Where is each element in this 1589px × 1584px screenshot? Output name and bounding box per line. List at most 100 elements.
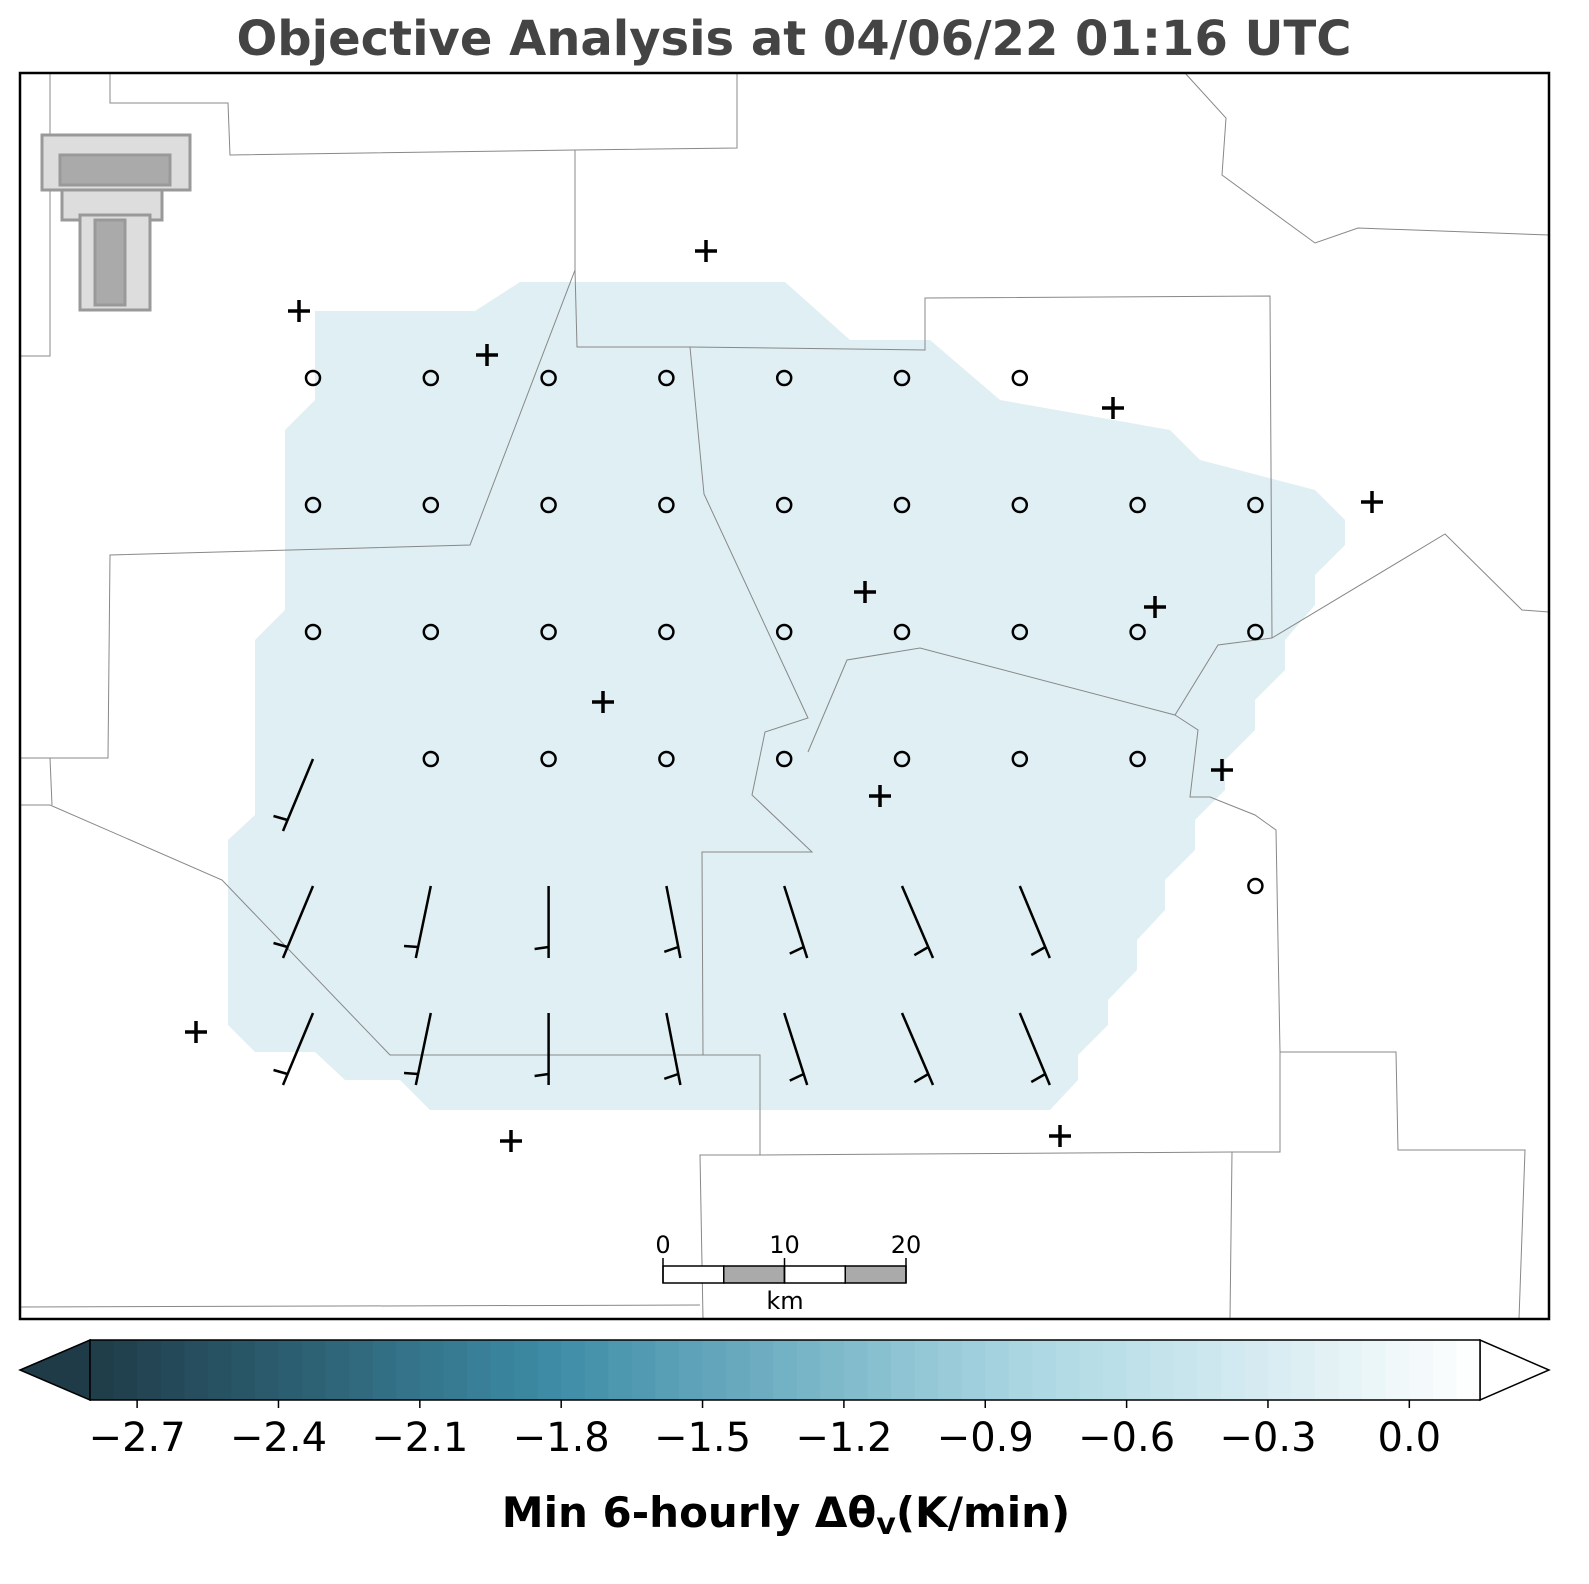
wind-barb-flag <box>1030 945 1046 957</box>
colorbar-step <box>1220 1340 1245 1400</box>
station-plus <box>1211 759 1233 781</box>
colorbar-tick-label: −0.9 <box>937 1415 1034 1461</box>
station-plus <box>476 344 498 366</box>
colorbar-step <box>678 1340 704 1400</box>
wind-barb-flag <box>403 1071 419 1076</box>
colorbar-step <box>419 1340 444 1400</box>
wind-barb-flag <box>403 944 419 949</box>
colorbar-step <box>231 1340 256 1400</box>
colorbar-step <box>1244 1340 1269 1400</box>
wind-barb-flag <box>913 945 929 957</box>
colorbar-step <box>867 1340 892 1400</box>
station-calm <box>540 623 557 641</box>
wind-barb-flag <box>534 1072 549 1078</box>
station-calm <box>893 369 911 387</box>
label-unit: (K/min) <box>896 1488 1070 1537</box>
colorbar-step <box>914 1340 939 1400</box>
station-calm <box>658 496 675 514</box>
station-calm <box>304 496 322 514</box>
station-plus <box>1049 1125 1071 1147</box>
station-calm <box>304 623 322 641</box>
colorbar-label: Min 6-hourly Δθv(K/min) <box>502 1488 1070 1542</box>
station-calm <box>658 623 675 641</box>
colorbar-step <box>137 1340 162 1400</box>
colorbar-step <box>1032 1340 1057 1400</box>
label-sub: v <box>876 1507 896 1542</box>
station-calm <box>775 369 793 387</box>
colorbar-step <box>1103 1340 1128 1400</box>
station-calm <box>1129 496 1146 514</box>
colorbar: −2.7 −2.4 −2.1 −1.8 −1.5 −1.2 −0.9 −0.6 −0.3 0.0 <box>18 1338 1551 1461</box>
station-calm <box>775 623 793 641</box>
scale-bar: km 0 10 20 <box>655 1231 921 1315</box>
colorbar-tick-label: −2.1 <box>371 1415 468 1461</box>
wind-barb <box>414 885 433 959</box>
colorbar-step <box>325 1340 350 1400</box>
station-calm <box>1011 369 1029 387</box>
station-calm <box>540 750 557 768</box>
colorbar-step <box>1079 1340 1104 1400</box>
wind-barb <box>281 1012 315 1086</box>
colorbar-step <box>749 1340 774 1400</box>
map-frame <box>18 71 1551 1321</box>
station-calm <box>1247 877 1264 895</box>
wind-barb <box>414 1012 433 1086</box>
station-calm <box>422 496 440 514</box>
colorbar-step <box>1385 1340 1410 1400</box>
station-plus <box>854 581 876 603</box>
scale-tick-label: 0 <box>655 1231 670 1259</box>
station-plus <box>592 691 614 713</box>
colorbar-step <box>90 1340 115 1400</box>
colorbar-step <box>490 1340 515 1400</box>
station-calm <box>1011 750 1029 768</box>
colorbar-step <box>1315 1340 1340 1400</box>
colorbar-tick-label: −2.4 <box>230 1415 327 1461</box>
colorbar-tick-label: −1.2 <box>795 1415 892 1461</box>
colorbar-tick-label: −0.6 <box>1078 1415 1175 1461</box>
colorbar-step <box>396 1340 421 1400</box>
colorbar-step <box>278 1340 303 1400</box>
colorbar-step <box>702 1340 727 1400</box>
wind-barb-flag <box>663 1072 679 1080</box>
station-calm <box>893 496 911 514</box>
colorbar-step <box>113 1340 138 1400</box>
station-calm <box>1247 623 1264 641</box>
wind-barb-flag <box>663 945 679 953</box>
colorbar-step <box>655 1340 680 1400</box>
colorbar-step <box>1267 1340 1293 1400</box>
colorbar-step <box>796 1340 821 1400</box>
station-calm <box>893 750 911 768</box>
colorbar-step <box>372 1340 397 1400</box>
station-calm <box>1129 750 1146 768</box>
wind-barb-flag <box>273 814 288 822</box>
station-plus <box>1361 491 1383 513</box>
colorbar-step <box>207 1340 232 1400</box>
colorbar-extend-high <box>1479 1338 1551 1402</box>
wind-barb-flag <box>534 945 549 951</box>
wind-barb <box>665 885 682 959</box>
title: Objective Analysis at 04/06/22 01:16 UTC <box>237 11 1352 67</box>
colorbar-step <box>1173 1340 1198 1400</box>
colorbar-step <box>985 1340 1010 1400</box>
station-calm <box>422 369 440 387</box>
station-calm <box>775 496 793 514</box>
wind-barb-flag <box>273 941 288 949</box>
scale-tick-label: 10 <box>769 1231 800 1259</box>
colorbar-tick-label: −1.5 <box>654 1415 751 1461</box>
colorbar-step <box>1456 1340 1481 1400</box>
station-calm <box>893 623 911 641</box>
wind-barb-flag <box>789 945 805 955</box>
station-plus <box>695 240 717 262</box>
wind-barb <box>1018 885 1051 959</box>
colorbar-step <box>1362 1340 1387 1400</box>
wind-barb <box>1018 1012 1051 1086</box>
station-calm <box>658 750 675 768</box>
scale-unit: km <box>766 1287 803 1315</box>
colorbar-step <box>254 1340 279 1400</box>
colorbar-step <box>302 1340 327 1400</box>
colorbar-step <box>514 1340 539 1400</box>
colorbar-step <box>1126 1340 1151 1400</box>
colorbar-tick-label: −1.8 <box>513 1415 610 1461</box>
colorbar-extend-low <box>18 1338 91 1402</box>
station-calm <box>775 750 793 768</box>
